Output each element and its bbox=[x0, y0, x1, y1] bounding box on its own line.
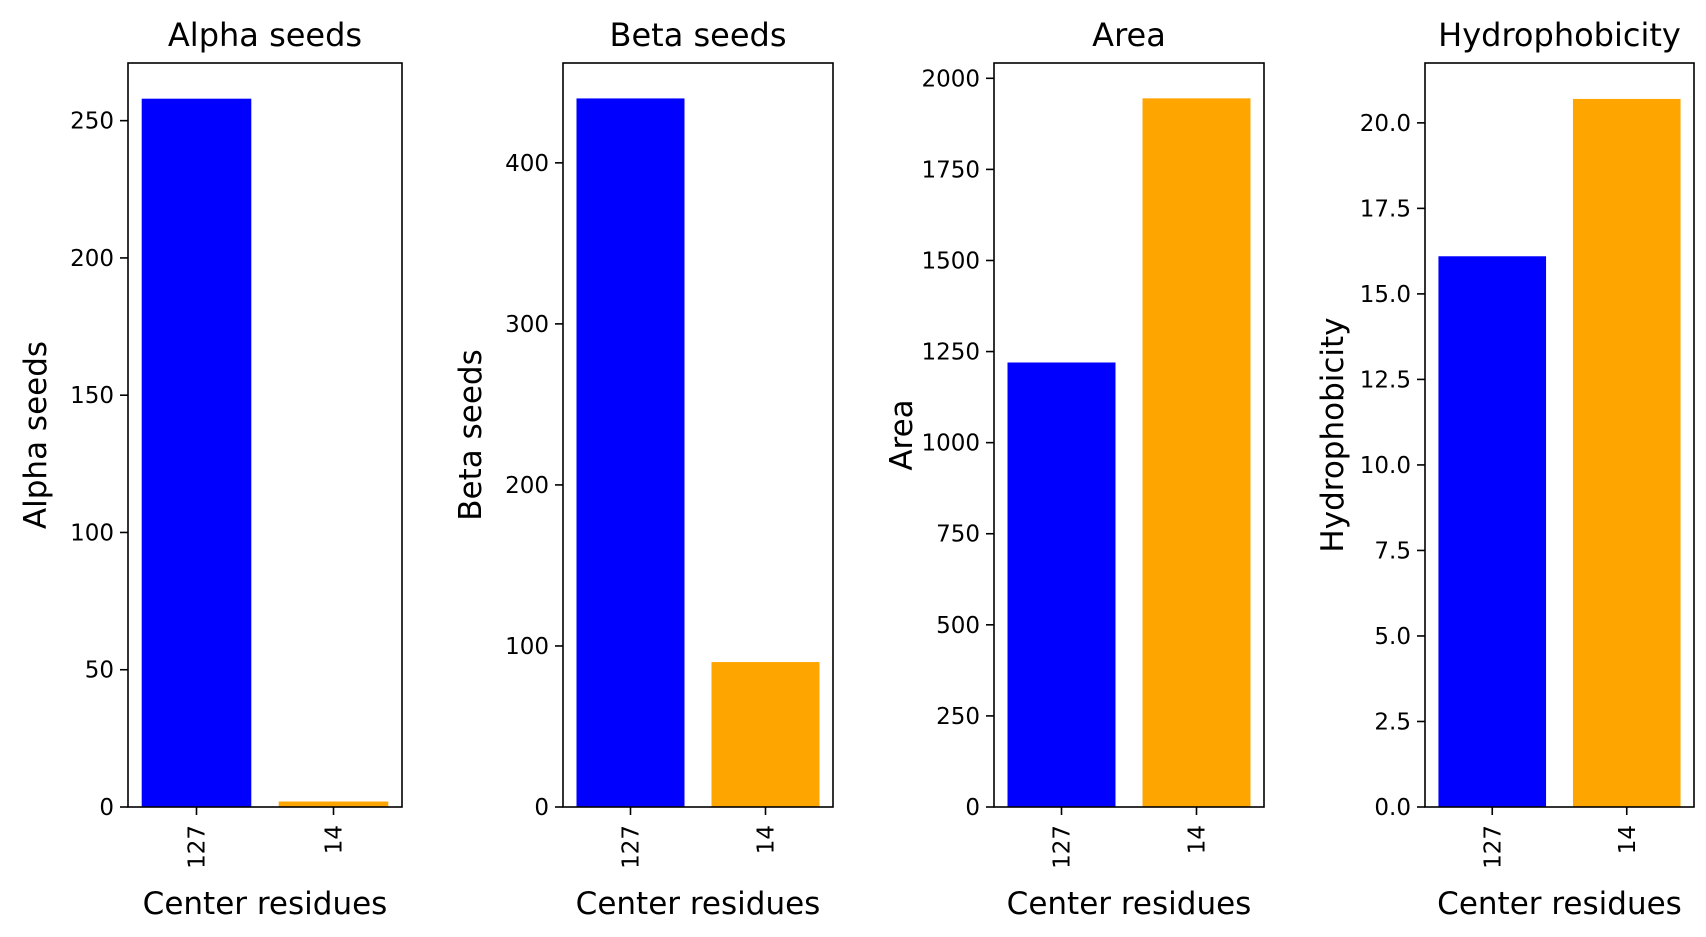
x-tick-label: 14 bbox=[1185, 825, 1211, 854]
y-tick-label: 15.0 bbox=[1360, 282, 1411, 308]
bar-127 bbox=[576, 98, 685, 807]
x-tick-label: 127 bbox=[1480, 825, 1506, 869]
y-tick-label: 1750 bbox=[921, 157, 980, 183]
y-tick-label: 10.0 bbox=[1360, 453, 1411, 479]
y-tick-label: 2.5 bbox=[1374, 709, 1411, 735]
y-tick-label: 300 bbox=[505, 312, 549, 338]
y-tick-label: 7.5 bbox=[1374, 538, 1411, 564]
y-tick-label: 50 bbox=[85, 658, 114, 684]
chart-title: Hydrophobicity bbox=[1438, 16, 1681, 54]
y-tick-label: 200 bbox=[505, 473, 549, 499]
y-tick-label: 5.0 bbox=[1374, 624, 1411, 650]
chart-panel-1: 0 50 100 150 200 250 127 14 Alpha seeds Center re… bbox=[18, 16, 403, 922]
y-tick-label: 0 bbox=[534, 795, 549, 821]
axes-frame bbox=[562, 62, 834, 808]
chart-title: Beta seeds bbox=[610, 16, 787, 54]
y-tick-label: 250 bbox=[70, 109, 114, 135]
y-tick-label: 20.0 bbox=[1360, 111, 1411, 137]
y-axis-label: Hydrophobicity bbox=[1315, 317, 1351, 552]
axes-frame bbox=[127, 62, 403, 808]
y-axis-label: Area bbox=[884, 399, 920, 470]
bar-14 bbox=[1142, 98, 1251, 808]
x-tick-label: 14 bbox=[754, 825, 780, 854]
bar-127 bbox=[1438, 256, 1547, 808]
bar-14 bbox=[278, 801, 389, 807]
y-tick-label: 100 bbox=[505, 634, 549, 660]
y-tick-label: 100 bbox=[70, 520, 114, 546]
y-tick-label: 0 bbox=[965, 795, 980, 821]
bar-127 bbox=[141, 98, 252, 807]
x-axis-label: Center residues bbox=[1007, 886, 1252, 922]
x-tick-label: 127 bbox=[185, 825, 211, 869]
x-tick-label: 14 bbox=[1615, 825, 1641, 854]
x-axis-label: Center residues bbox=[143, 886, 388, 922]
bar-14 bbox=[1572, 98, 1681, 808]
chart-panel-4: 0.0 2.5 5.0 7.5 10.0 12.5 15.0 17.5 20.0 127 14 Hyd… bbox=[1315, 16, 1695, 922]
y-tick-label: 0.0 bbox=[1374, 795, 1411, 821]
y-tick-label: 750 bbox=[936, 522, 980, 548]
bar-127 bbox=[1007, 362, 1116, 807]
y-tick-label: 200 bbox=[70, 246, 114, 272]
y-tick-label: 0 bbox=[99, 795, 114, 821]
chart-panel-2: 0 100 200 300 400 127 14 Beta seeds Center resid… bbox=[453, 16, 834, 922]
x-axis-label: Center residues bbox=[1437, 886, 1682, 922]
chart-title: Alpha seeds bbox=[168, 16, 362, 54]
y-tick-label: 17.5 bbox=[1360, 196, 1411, 222]
y-tick-label: 2000 bbox=[921, 66, 980, 92]
y-axis-label: Beta seeds bbox=[453, 349, 489, 520]
chart-title: Area bbox=[1092, 16, 1166, 54]
chart-panel-3: 0 250 500 750 1000 1250 1500 1750 2000 127 14 Area C… bbox=[884, 16, 1265, 922]
y-tick-label: 500 bbox=[936, 613, 980, 639]
x-tick-label: 127 bbox=[619, 825, 645, 869]
y-tick-label: 12.5 bbox=[1360, 367, 1411, 393]
axes-frame bbox=[1424, 62, 1695, 808]
y-tick-label: 250 bbox=[936, 704, 980, 730]
x-tick-label: 14 bbox=[322, 825, 348, 854]
y-tick-label: 400 bbox=[505, 151, 549, 177]
y-tick-label: 1250 bbox=[921, 340, 980, 366]
y-axis-label: Alpha seeds bbox=[18, 341, 54, 529]
x-axis-label: Center residues bbox=[576, 886, 821, 922]
x-tick-label: 127 bbox=[1050, 825, 1076, 869]
y-tick-label: 1000 bbox=[921, 431, 980, 457]
axes-frame bbox=[993, 62, 1265, 808]
y-tick-label: 1500 bbox=[921, 248, 980, 274]
bar-14 bbox=[711, 662, 820, 807]
y-tick-label: 150 bbox=[70, 383, 114, 409]
